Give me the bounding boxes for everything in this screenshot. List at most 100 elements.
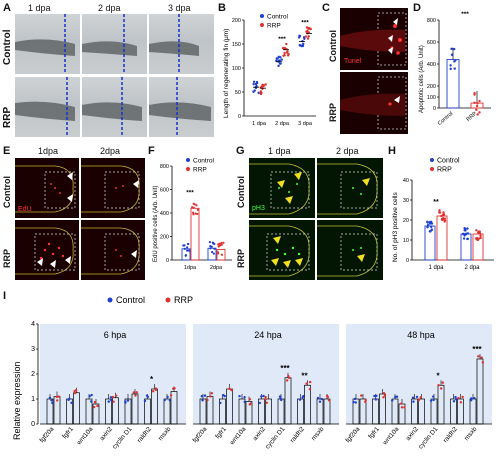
g-col-label-2: 2 dpa bbox=[336, 146, 359, 156]
i-point bbox=[112, 400, 115, 403]
a-image-rrp-1dpa bbox=[15, 77, 80, 137]
h-point bbox=[430, 228, 433, 231]
i-significance: *** bbox=[472, 345, 482, 354]
f-point bbox=[216, 252, 220, 255]
a-col-label-2: 2 dpa bbox=[98, 3, 121, 13]
i-point bbox=[135, 391, 138, 394]
f-y-tick-label: 800 bbox=[160, 164, 169, 170]
b-point bbox=[278, 62, 282, 65]
i-point bbox=[440, 387, 443, 390]
i-legend-label: Control bbox=[116, 295, 145, 305]
i-point bbox=[115, 394, 118, 397]
d-y-tick-label: 100 bbox=[427, 95, 436, 101]
i-point bbox=[373, 394, 376, 398]
h-point bbox=[479, 234, 482, 237]
a-image-control-2dpa bbox=[82, 14, 147, 74]
b-point bbox=[299, 44, 302, 47]
i-point bbox=[134, 394, 137, 397]
f-bar bbox=[181, 248, 191, 261]
i-point bbox=[109, 396, 113, 399]
g-image-rrp-2dpa bbox=[317, 220, 383, 280]
d-y-tick-label: 0 bbox=[433, 106, 436, 112]
h-y-tick-label: 0 bbox=[406, 258, 409, 264]
b-point bbox=[279, 56, 282, 59]
i-point bbox=[354, 401, 357, 404]
i-point bbox=[73, 389, 76, 393]
b-point bbox=[264, 83, 267, 86]
i-point bbox=[110, 399, 113, 402]
f-point bbox=[195, 204, 198, 207]
i-point bbox=[203, 394, 207, 397]
i-point bbox=[228, 387, 231, 390]
i-x-tick-label: cyclin D1 bbox=[264, 425, 287, 450]
h-point bbox=[426, 223, 430, 227]
f-bar bbox=[190, 207, 200, 261]
b-legend-label: Control bbox=[267, 14, 289, 21]
i-point bbox=[68, 397, 71, 400]
panel-label-g: G bbox=[236, 145, 245, 157]
i-point bbox=[305, 382, 308, 385]
f-point bbox=[212, 252, 215, 255]
d-point bbox=[473, 101, 476, 104]
f-y-tick-label: 400 bbox=[160, 211, 169, 217]
b-point bbox=[253, 89, 256, 92]
e-image-rrp-2dpa bbox=[81, 220, 145, 280]
i-point bbox=[243, 396, 246, 399]
i-point bbox=[327, 399, 331, 402]
b-point bbox=[301, 44, 304, 47]
i-x-tick-label: msxb bbox=[310, 425, 326, 442]
i-point bbox=[93, 405, 96, 409]
i-point bbox=[326, 395, 330, 399]
g-image-control-2dpa bbox=[317, 158, 383, 218]
i-point bbox=[400, 406, 404, 409]
i-point bbox=[51, 401, 54, 405]
g-image-rrp-1dpa bbox=[249, 220, 315, 280]
i-x-tick-label: raldh2 bbox=[289, 425, 306, 444]
h-y-tick-label: 20 bbox=[403, 218, 409, 224]
d-plot: 0 100 200 400 600 800 Control RRP *** bbox=[427, 11, 491, 127]
e-row-label-rrp: RRP bbox=[2, 248, 12, 268]
b-point bbox=[285, 42, 288, 46]
f-point bbox=[186, 249, 189, 252]
h-point bbox=[474, 237, 478, 240]
i-point bbox=[201, 399, 204, 402]
f-point bbox=[208, 241, 212, 244]
h-point bbox=[461, 232, 465, 236]
h-point bbox=[466, 227, 469, 230]
b-point bbox=[298, 34, 301, 38]
i-x-tick-label: fgfr1 bbox=[367, 425, 381, 440]
a-row-label-rrp: RRP bbox=[2, 106, 13, 128]
i-legend-label: RRP bbox=[174, 295, 193, 305]
f-point bbox=[220, 253, 224, 256]
i-y-tick-label: 0 bbox=[31, 421, 35, 428]
b-x-tick-label: 3 dpa bbox=[298, 121, 313, 127]
b-point bbox=[252, 82, 255, 86]
e-row-label-control: Control bbox=[2, 176, 12, 208]
i-point bbox=[111, 395, 114, 399]
i-point bbox=[96, 404, 99, 408]
b-y-tick-label: 50 bbox=[235, 90, 241, 96]
i-x-tick-label: raldh2 bbox=[136, 425, 153, 444]
f-point bbox=[220, 241, 223, 245]
i-x-tick-label: axin2 bbox=[405, 425, 421, 442]
i-point bbox=[169, 394, 173, 397]
a-col-label-1: 1 dpa bbox=[28, 3, 51, 13]
h-point bbox=[477, 237, 481, 240]
i-group-background bbox=[346, 324, 492, 424]
i-point bbox=[298, 398, 302, 401]
f-point bbox=[184, 254, 187, 257]
f-point bbox=[193, 203, 196, 206]
panel-label-e: E bbox=[3, 145, 11, 157]
d-point bbox=[476, 113, 479, 116]
i-point bbox=[452, 400, 456, 403]
f-point bbox=[209, 247, 212, 250]
h-y-tick-label: 30 bbox=[403, 198, 409, 204]
d-x-tick-label: RRP bbox=[466, 111, 479, 123]
i-point bbox=[470, 397, 473, 400]
f-y-tick-label: 200 bbox=[160, 235, 169, 241]
i-point bbox=[88, 395, 91, 398]
i-point bbox=[301, 396, 304, 399]
i-x-tick-label: axin2 bbox=[252, 425, 268, 442]
h-point bbox=[442, 213, 446, 216]
i-point bbox=[280, 398, 283, 402]
